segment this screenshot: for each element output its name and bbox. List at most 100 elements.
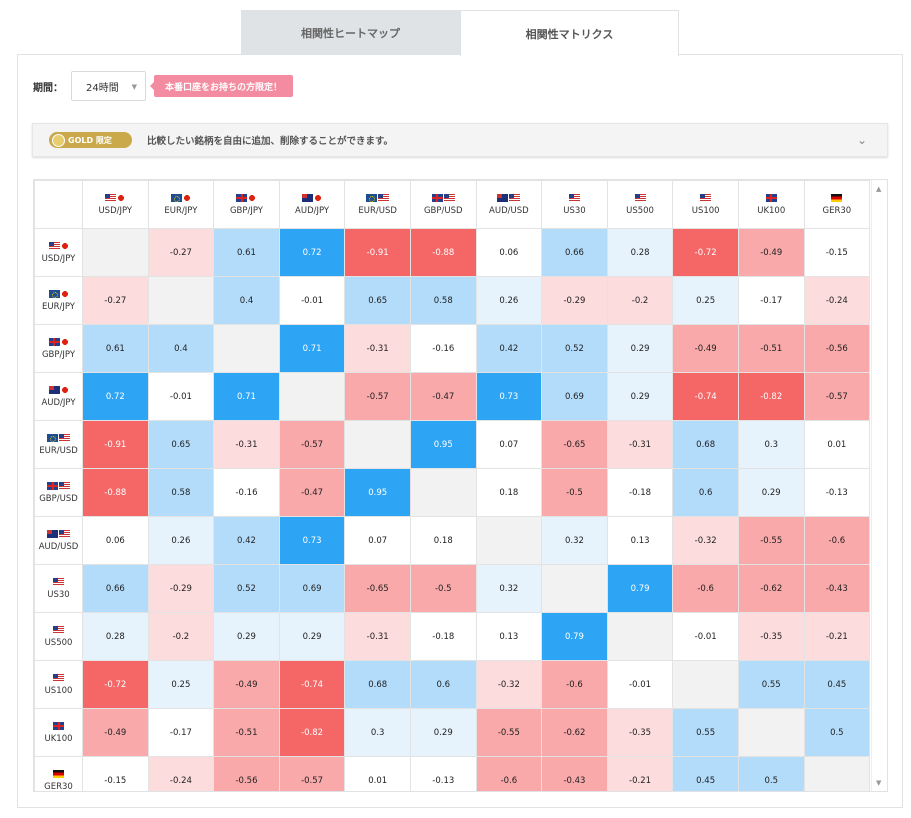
table-row: AUD/JPY 0.72 -0.01 0.71 -0.57 -0.47 0.73 0.69 0.… (34, 372, 871, 421)
matrix-cell: 0.65 (147, 420, 215, 469)
matrix-cell: -0.49 (213, 660, 280, 709)
column-header-label: GBP/USD (423, 206, 463, 216)
matrix-cell: -0.5 (541, 468, 608, 517)
matrix-cell: -0.6 (672, 564, 739, 613)
column-header-label: GER30 (822, 206, 852, 216)
row-header: EUR/USD (34, 420, 83, 469)
table-row: EUR/JPY -0.27 0.4 -0.01 0.65 0.58 0.26 -0.29 -0.… (34, 276, 871, 325)
matrix-cell (344, 420, 411, 469)
table-row: UK100 -0.49 -0.17 -0.51 -0.82 0.3 0.29 -0.55 -0.… (34, 708, 871, 757)
matrix-cell: -0.2 (606, 276, 674, 325)
matrix-cell: -0.65 (541, 420, 608, 469)
matrix-cell: 0.25 (147, 660, 215, 709)
matrix-cell (147, 276, 215, 325)
period-select[interactable]: 24時間 ▼ (71, 71, 146, 101)
matrix-cell: 0.42 (475, 324, 543, 373)
column-header: AUD/JPY (278, 180, 346, 229)
matrix-cell: 0.58 (409, 276, 477, 325)
matrix-cell: -0.62 (737, 564, 805, 613)
matrix-cell: 0.58 (147, 468, 215, 517)
column-header: US100 (672, 180, 739, 229)
scroll-up-icon[interactable]: ▲ (876, 185, 882, 193)
row-header-label: GBP/JPY (41, 350, 76, 360)
tab-heatmap[interactable]: 相関性ヒートマップ (241, 10, 460, 55)
row-header-label: EUR/USD (39, 446, 78, 456)
row-header-label: US30 (47, 590, 70, 600)
period-select-value: 24時間 (86, 82, 119, 94)
flag-icon (765, 193, 777, 202)
matrix-cell: 0.71 (278, 324, 346, 373)
matrix-cell: 0.07 (344, 516, 411, 565)
matrix-cell: -0.01 (147, 372, 215, 421)
column-header: AUD/USD (475, 180, 543, 229)
column-header-label: USD/JPY (98, 206, 133, 216)
flag-icon (48, 289, 69, 298)
matrix-cell: -0.15 (82, 756, 149, 791)
row-header: AUD/USD (34, 516, 83, 565)
matrix-cell (737, 708, 805, 757)
matrix-cell: 0.6 (409, 660, 477, 709)
matrix-cell: -0.57 (278, 420, 346, 469)
matrix-cell: 0.3 (737, 420, 805, 469)
matrix-cell: -0.51 (737, 324, 805, 373)
matrix-cell: -0.55 (475, 708, 543, 757)
column-header-label: US500 (626, 206, 654, 216)
matrix-cell: -0.6 (803, 516, 871, 565)
column-header: GBP/JPY (213, 180, 280, 229)
column-header-label: AUD/JPY (295, 206, 330, 216)
matrix-cell: -0.74 (278, 660, 346, 709)
column-header: EUR/USD (344, 180, 411, 229)
matrix-cell: 0.45 (672, 756, 739, 791)
flag-icon (53, 769, 64, 778)
correlation-matrix: USD/JPY EUR/JPY GBP/JPY AUD/JPY EUR/USD GBP/U… (33, 179, 888, 792)
matrix-cell: -0.49 (672, 324, 739, 373)
matrix-cell: -0.47 (409, 372, 477, 421)
matrix-cell: 0.42 (213, 516, 280, 565)
matrix-cell: 0.6 (672, 468, 739, 517)
matrix-cell: 0.29 (606, 372, 674, 421)
gold-banner[interactable]: GOLD 限定 比較したい銘柄を自由に追加、削除することができます。 ⌄ (32, 123, 888, 157)
row-header: AUD/JPY (34, 372, 83, 421)
matrix-cell: -0.91 (82, 420, 149, 469)
matrix-cell: 0.95 (344, 468, 411, 517)
tab-matrix[interactable]: 相関性マトリクス (460, 10, 679, 56)
gold-coin-icon (52, 133, 65, 147)
flag-icon (53, 577, 64, 586)
matrix-cell: -0.35 (606, 708, 674, 757)
matrix-cell: -0.27 (82, 276, 149, 325)
matrix-cell: -0.5 (409, 564, 477, 613)
matrix-cell: 0.69 (278, 564, 346, 613)
chevron-down-icon[interactable]: ⌄ (856, 133, 867, 147)
flag-icon (47, 433, 70, 442)
matrix-cell: -0.56 (803, 324, 871, 373)
column-header-label: US30 (563, 206, 586, 216)
matrix-panel: 期間： 24時間 ▼ 本番口座をお持ちの方限定！ GOLD 限定 比較したい銘柄… (17, 54, 903, 808)
matrix-cell: 0.32 (541, 516, 608, 565)
matrix-cell: -0.82 (278, 708, 346, 757)
flag-icon (497, 193, 521, 202)
matrix-cell: 0.06 (475, 228, 543, 277)
matrix-cell: -0.43 (541, 756, 608, 791)
matrix-cell: -0.35 (737, 612, 805, 661)
row-header: US100 (34, 660, 83, 709)
flag-icon (47, 529, 70, 538)
matrix-cell: -0.49 (737, 228, 805, 277)
matrix-cell: 0.06 (82, 516, 149, 565)
matrix-cell: -0.65 (344, 564, 411, 613)
matrix-cell: -0.51 (213, 708, 280, 757)
flag-icon (236, 193, 257, 202)
period-row: 期間： 24時間 ▼ 本番口座をお持ちの方限定！ (33, 71, 294, 101)
matrix-cell: -0.17 (737, 276, 805, 325)
matrix-cell (672, 660, 739, 709)
column-header: US500 (606, 180, 674, 229)
matrix-cell: 0.69 (541, 372, 608, 421)
matrix-cell: -0.18 (606, 468, 674, 517)
matrix-cell: -0.57 (344, 372, 411, 421)
scrollbar[interactable]: ▲ ▼ (871, 180, 887, 791)
matrix-cell: -0.29 (147, 564, 215, 613)
matrix-cell: 0.32 (475, 564, 543, 613)
matrix-cell: 0.3 (344, 708, 411, 757)
flag-icon (431, 193, 455, 202)
scroll-down-icon[interactable]: ▼ (876, 779, 882, 787)
matrix-cell (541, 564, 608, 613)
